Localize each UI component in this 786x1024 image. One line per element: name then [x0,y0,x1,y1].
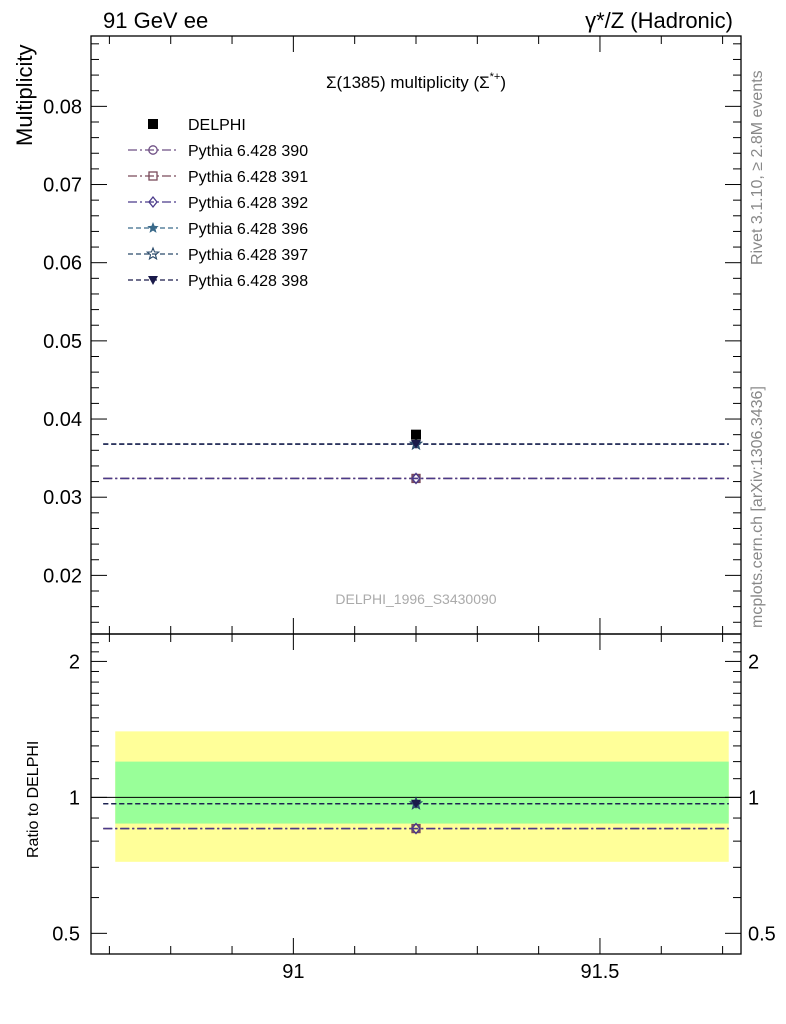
y-tick-label: 0.06 [43,253,82,275]
chart-title: Σ(1385) multiplicity (Σ*+) [326,71,506,92]
y-tick-label: 0.04 [43,409,82,431]
y-tick-label: 0.02 [43,565,82,587]
mc-marker [411,440,421,450]
ratio-y-ticks: 0.5 0.5 1 1 2 2 [52,642,776,945]
y-tick-label: 0.07 [43,175,82,197]
y-tick-label: 0.03 [43,487,82,509]
ratio-marker [411,822,421,835]
rivet-label: Rivet 3.1.10, ≥ 2.8M events [749,70,766,265]
ratio-marker [411,799,421,809]
header-right: γ*/Z (Hadronic) [585,8,733,33]
ratio-lines [91,796,741,835]
main-x-ticks [108,36,724,634]
y-tick-label: 0.08 [43,96,82,118]
legend-marker [147,222,159,233]
legend: DELPHI Pythia 6.428 390 Pythia 6.428 391 Py… [128,117,308,290]
y-tick-label: 0.05 [43,331,82,353]
y-tick-label: 1 [69,787,80,809]
y-tick-label-right: 0.5 [748,923,776,945]
legend-marker [148,276,158,285]
y-axis-label: Multiplicity [12,45,37,146]
header-left: 91 GeV ee [103,8,208,33]
legend-label: DELPHI [188,117,246,134]
analysis-watermark: DELPHI_1996_S3430090 [335,591,496,607]
legend-label: Pythia 6.428 396 [188,221,308,238]
legend-label: Pythia 6.428 392 [188,195,308,212]
y-tick-label-right: 1 [748,787,759,809]
legend-label: Pythia 6.428 390 [188,143,308,160]
legend-marker [148,145,158,155]
ratio-x-ticks: 91 91.5 [108,634,724,983]
ratio-panel: 0.5 0.5 1 1 2 2 91 91.5 Ratio to DELPHI [25,633,776,983]
uncertainty-band [115,761,729,824]
main-panel: 0.02 0.03 0.04 0.05 0.06 0.07 0.08 Σ(1385) mul… [12,35,742,635]
y-tick-label-right: 2 [748,651,759,673]
legend-label: Pythia 6.428 398 [188,273,308,290]
ratio-y-axis-label: Ratio to DELPHI [25,741,42,858]
mc-marker [411,472,421,485]
data-point [411,429,421,440]
legend-label: Pythia 6.428 397 [188,247,308,264]
mc-markers [408,429,424,485]
legend-marker [145,246,161,261]
legend-marker [148,119,158,129]
main-y-ticks: 0.02 0.03 0.04 0.05 0.06 0.07 0.08 [43,43,741,623]
legend-marker [148,171,158,181]
legend-label: Pythia 6.428 391 [188,169,308,186]
x-tick-label: 91 [282,961,304,983]
mcplots-label: mcplots.cern.ch [arXiv:1306.3436] [749,386,766,628]
legend-marker [148,195,158,209]
y-tick-label: 2 [69,651,80,673]
x-tick-label: 91.5 [580,961,619,983]
y-tick-label: 0.5 [52,923,80,945]
uncertainty-bands [115,731,729,862]
